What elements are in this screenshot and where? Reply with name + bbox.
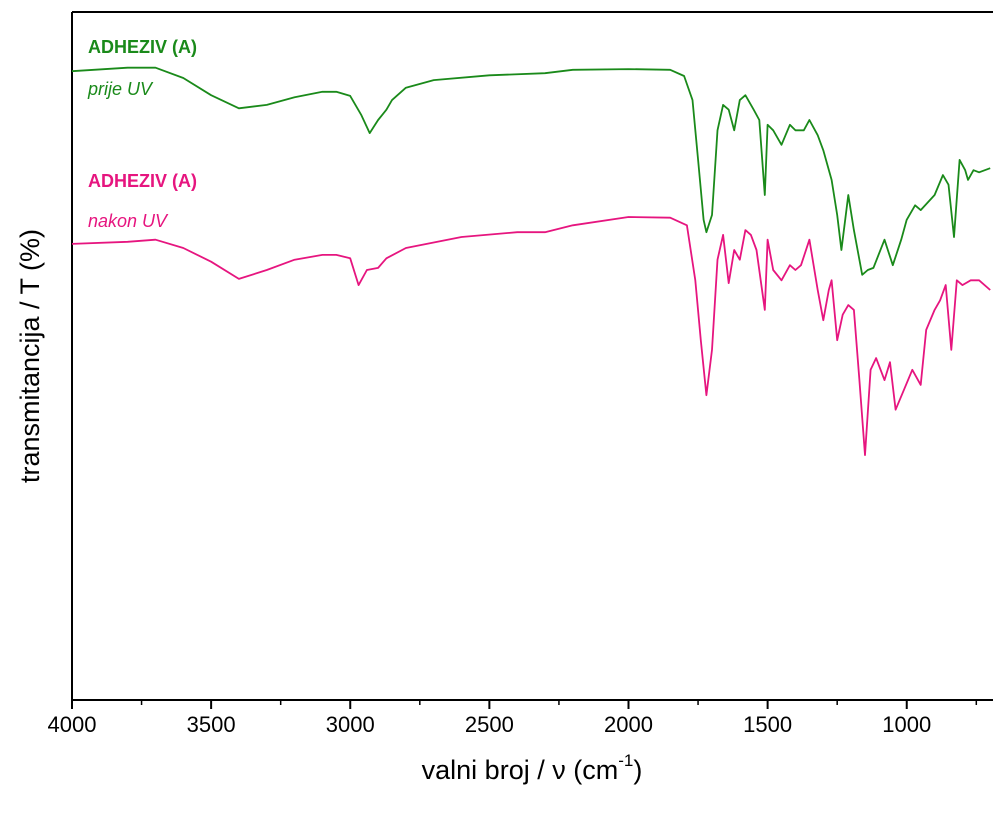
series-label: ADHEZIV (A): [88, 171, 197, 191]
x-tick-label: 1000: [882, 712, 931, 737]
x-label-text: valni broj / ν (cm: [422, 755, 619, 785]
x-tick-label: 3000: [326, 712, 375, 737]
x-label-end: ): [633, 755, 642, 785]
x-tick-label: 2000: [604, 712, 653, 737]
x-tick-label: 4000: [48, 712, 97, 737]
x-tick-label: 1500: [743, 712, 792, 737]
series-note: nakon UV: [88, 211, 169, 231]
spectrum-line: [71, 66, 991, 276]
x-axis-label: valni broj / ν (cm-1): [422, 751, 643, 785]
x-tick-label: 2500: [465, 712, 514, 737]
y-axis-label: transmitancija / T (%): [15, 229, 45, 483]
spectrum-line: [71, 216, 991, 456]
x-tick-label: 3500: [187, 712, 236, 737]
series-label: ADHEZIV (A): [88, 37, 197, 57]
x-label-sup: -1: [618, 751, 633, 770]
series-note: prije UV: [87, 79, 154, 99]
